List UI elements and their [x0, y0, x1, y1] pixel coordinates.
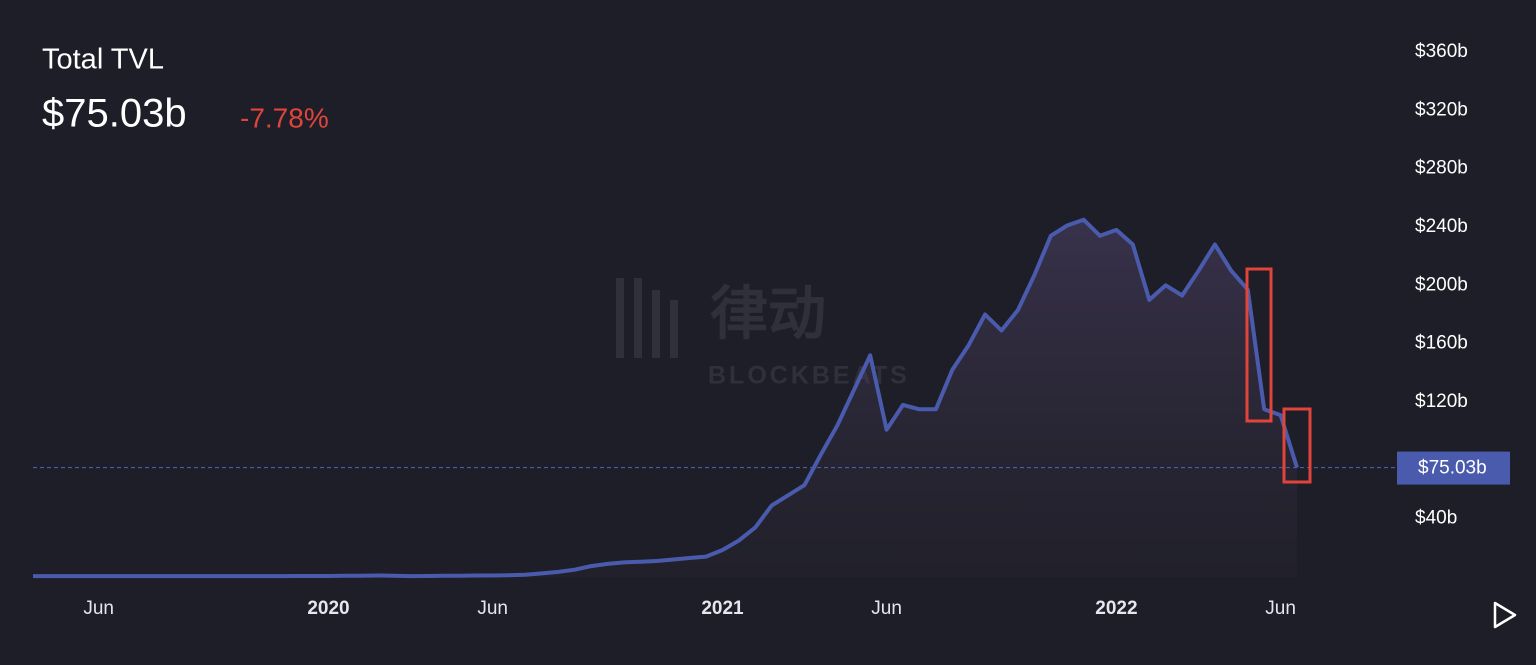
- current-value-badge: [1397, 451, 1510, 485]
- y-tick-label: $160b: [1415, 333, 1468, 354]
- current-value: $75.03b: [42, 92, 187, 136]
- watermark: 律动 BLOCKBEATS: [616, 278, 910, 390]
- y-tick-label: $360b: [1415, 41, 1468, 62]
- x-tick-label: Jun: [871, 598, 902, 619]
- x-tick-label: 2021: [701, 598, 744, 619]
- y-tick-label: $320b: [1415, 99, 1468, 120]
- line: [33, 217, 1299, 579]
- chart-title: Total TVL: [42, 44, 164, 76]
- area: [33, 219, 1297, 577]
- plot: [33, 217, 1406, 579]
- y-tick-label: $40b: [1415, 508, 1457, 529]
- y-tick-label: $120b: [1415, 391, 1468, 412]
- x-tick-label: Jun: [1265, 598, 1296, 619]
- change-percent: -7.78%: [240, 102, 329, 133]
- x-tick-label: Jun: [83, 598, 114, 619]
- highlight-box: [1282, 407, 1312, 484]
- x-tick-label: Jun: [477, 598, 508, 619]
- y-tick-label: $200b: [1415, 274, 1468, 295]
- y-tick-label: $240b: [1415, 216, 1468, 237]
- x-tick-label: 2022: [1095, 598, 1137, 619]
- play-button[interactable]: [1493, 601, 1517, 629]
- highlight-box: [1245, 267, 1273, 423]
- watermark-cn: 律动: [710, 281, 826, 346]
- x-tick-label: 2020: [307, 598, 349, 619]
- current-value-label: $75.03b: [1418, 458, 1487, 479]
- y-tick-label: $280b: [1415, 158, 1468, 179]
- watermark-en: BLOCKBEATS: [708, 362, 910, 390]
